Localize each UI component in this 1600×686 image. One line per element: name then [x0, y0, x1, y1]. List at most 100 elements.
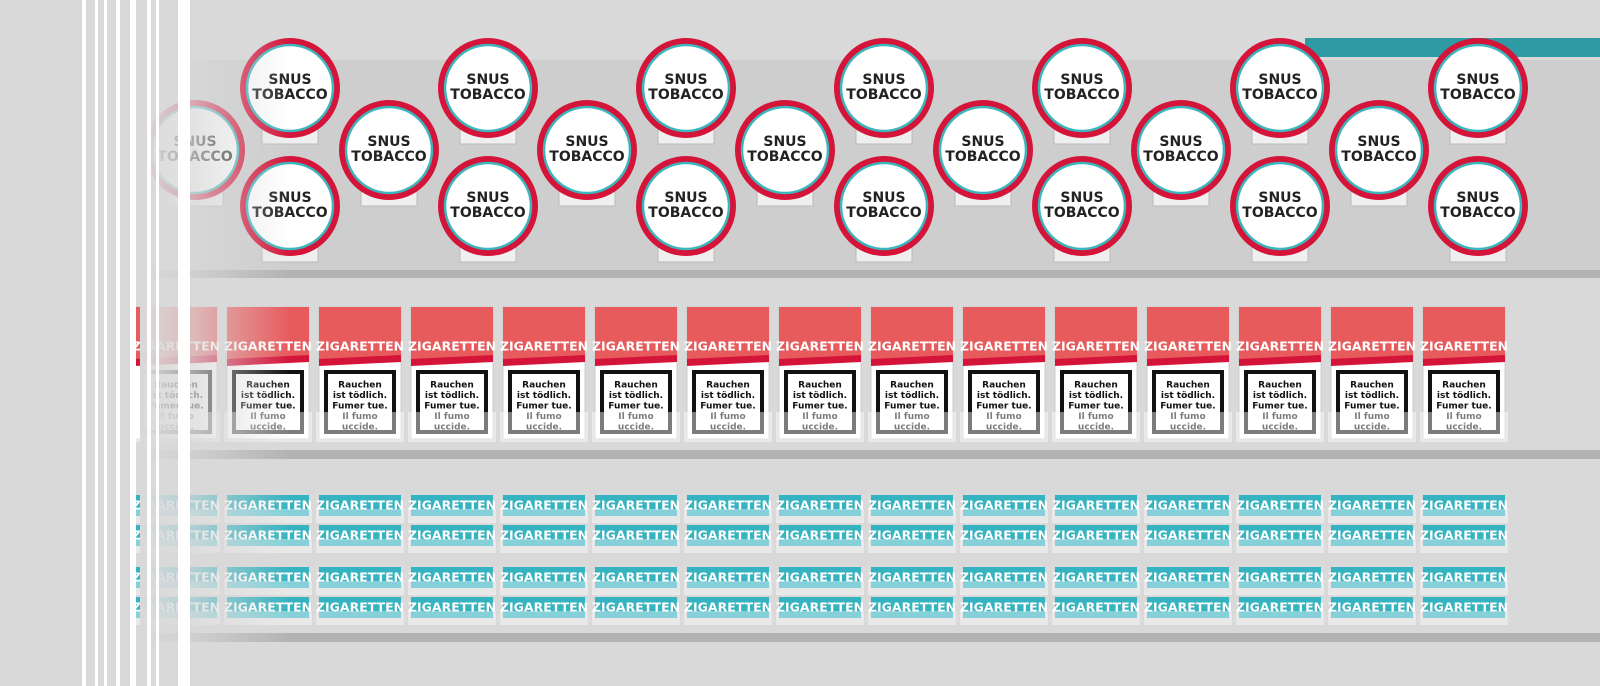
pack-tray: [316, 581, 404, 595]
warning-text: uccide.: [434, 423, 470, 433]
pack-brand: ZIGARETTEN: [316, 528, 404, 543]
pack-brand: ZIGARETTEN: [316, 600, 404, 615]
warning-box: [1152, 370, 1224, 434]
pack-tray: [684, 509, 772, 523]
pack-brand: ZIGARETTEN: [1328, 528, 1416, 543]
pack-tray: [1236, 509, 1324, 523]
pack-top: [503, 307, 585, 359]
teal-pack: [411, 495, 493, 516]
pack-tray: [1144, 539, 1232, 553]
can-label: SNUS: [565, 134, 608, 150]
pack-tray: [316, 611, 404, 625]
warning-text: ist tödlich.: [1345, 391, 1399, 401]
pack-top: [963, 307, 1045, 359]
warning-text: Rauchen: [1166, 381, 1210, 391]
pack-tray: [1420, 539, 1508, 553]
warning-text: Il fumo: [1078, 412, 1113, 422]
warning-text: Il fumo: [1170, 412, 1205, 422]
can-label: TOBACCO: [1440, 87, 1516, 103]
pack-brand: ZIGARETTEN: [684, 600, 772, 615]
pack-stripe: [1147, 355, 1229, 366]
teal-pack: [779, 525, 861, 546]
pack-brand: ZIGARETTEN: [960, 528, 1048, 543]
pack-tray: [776, 412, 864, 442]
pack-brand: ZIGARETTEN: [960, 498, 1048, 513]
pack-tray: [960, 509, 1048, 523]
pack-tray: [684, 539, 772, 553]
pack-stripe: [595, 355, 677, 366]
can-label: SNUS: [862, 72, 905, 88]
pack-tray: [776, 611, 864, 625]
pack-tray: [1052, 581, 1140, 595]
can-label: SNUS: [1060, 72, 1103, 88]
teal-pack: [1331, 495, 1413, 516]
teal-pack: [779, 495, 861, 516]
pack-brand: ZIGARETTEN: [408, 339, 496, 354]
pack-tray: [1144, 581, 1232, 595]
can-label: TOBACCO: [450, 205, 526, 221]
teal-pack: [595, 525, 677, 546]
warning-box: [508, 370, 580, 434]
teal-pack: [1055, 495, 1137, 516]
can-label: SNUS: [1456, 72, 1499, 88]
can-label: SNUS: [367, 134, 410, 150]
pack-brand: ZIGARETTEN: [776, 600, 864, 615]
can-lid: [1235, 161, 1325, 251]
pack-stripe: [319, 355, 401, 366]
pack-brand: ZIGARETTEN: [684, 339, 772, 354]
pack-tray: [1328, 509, 1416, 523]
pack-brand: ZIGARETTEN: [868, 528, 956, 543]
teal-pack: [411, 597, 493, 618]
teal-pack: [1423, 597, 1505, 618]
pack-top: [779, 307, 861, 359]
warning-text: Rauchen: [982, 381, 1026, 391]
warning-text: Fumer tue.: [608, 402, 663, 412]
warning-text: Il fumo: [1446, 412, 1481, 422]
warning-text: Il fumo: [894, 412, 929, 422]
can-label: TOBACCO: [1242, 205, 1318, 221]
warning-box: [1060, 370, 1132, 434]
warning-text: Rauchen: [1442, 381, 1486, 391]
warning-box: [324, 370, 396, 434]
pack-tray: [1144, 412, 1232, 442]
warning-text: Fumer tue.: [700, 402, 755, 412]
teal-pack: [1147, 525, 1229, 546]
warning-text: Fumer tue.: [884, 402, 939, 412]
pack-tray: [684, 581, 772, 595]
pack-brand: ZIGARETTEN: [592, 600, 680, 615]
pack-tray: [1328, 412, 1416, 442]
can-label: TOBACCO: [450, 87, 526, 103]
teal-pack: [871, 525, 953, 546]
can-lid: [938, 105, 1028, 195]
can-label: TOBACCO: [846, 87, 922, 103]
warning-box: [1244, 370, 1316, 434]
can-lid: [641, 43, 731, 133]
pack-brand: ZIGARETTEN: [1420, 528, 1508, 543]
can-label: SNUS: [1357, 134, 1400, 150]
can-label: SNUS: [466, 72, 509, 88]
teal-pack: [963, 495, 1045, 516]
warning-text: Il fumo: [342, 412, 377, 422]
teal-pack: [1423, 525, 1505, 546]
pack-tray: [1236, 611, 1324, 625]
teal-pack: [687, 495, 769, 516]
can-lid: [1037, 161, 1127, 251]
teal-pack: [1239, 567, 1321, 588]
teal-pack: [595, 567, 677, 588]
pack-tray: [776, 539, 864, 553]
pack-tray: [316, 412, 404, 442]
pack-tray: [684, 412, 772, 442]
can-lid: [1136, 105, 1226, 195]
pack-stripe: [1423, 355, 1505, 366]
warning-text: Il fumo: [710, 412, 745, 422]
pack-brand: ZIGARETTEN: [1144, 600, 1232, 615]
pack-brand: ZIGARETTEN: [408, 528, 496, 543]
teal-pack: [963, 567, 1045, 588]
warning-text: ist tödlich.: [609, 391, 663, 401]
can-lid: [839, 43, 929, 133]
warning-text: Rauchen: [798, 381, 842, 391]
pack-stripe: [1331, 355, 1413, 366]
warning-text: ist tödlich.: [1437, 391, 1491, 401]
pack-brand: ZIGARETTEN: [316, 498, 404, 513]
warning-text: Rauchen: [522, 381, 566, 391]
